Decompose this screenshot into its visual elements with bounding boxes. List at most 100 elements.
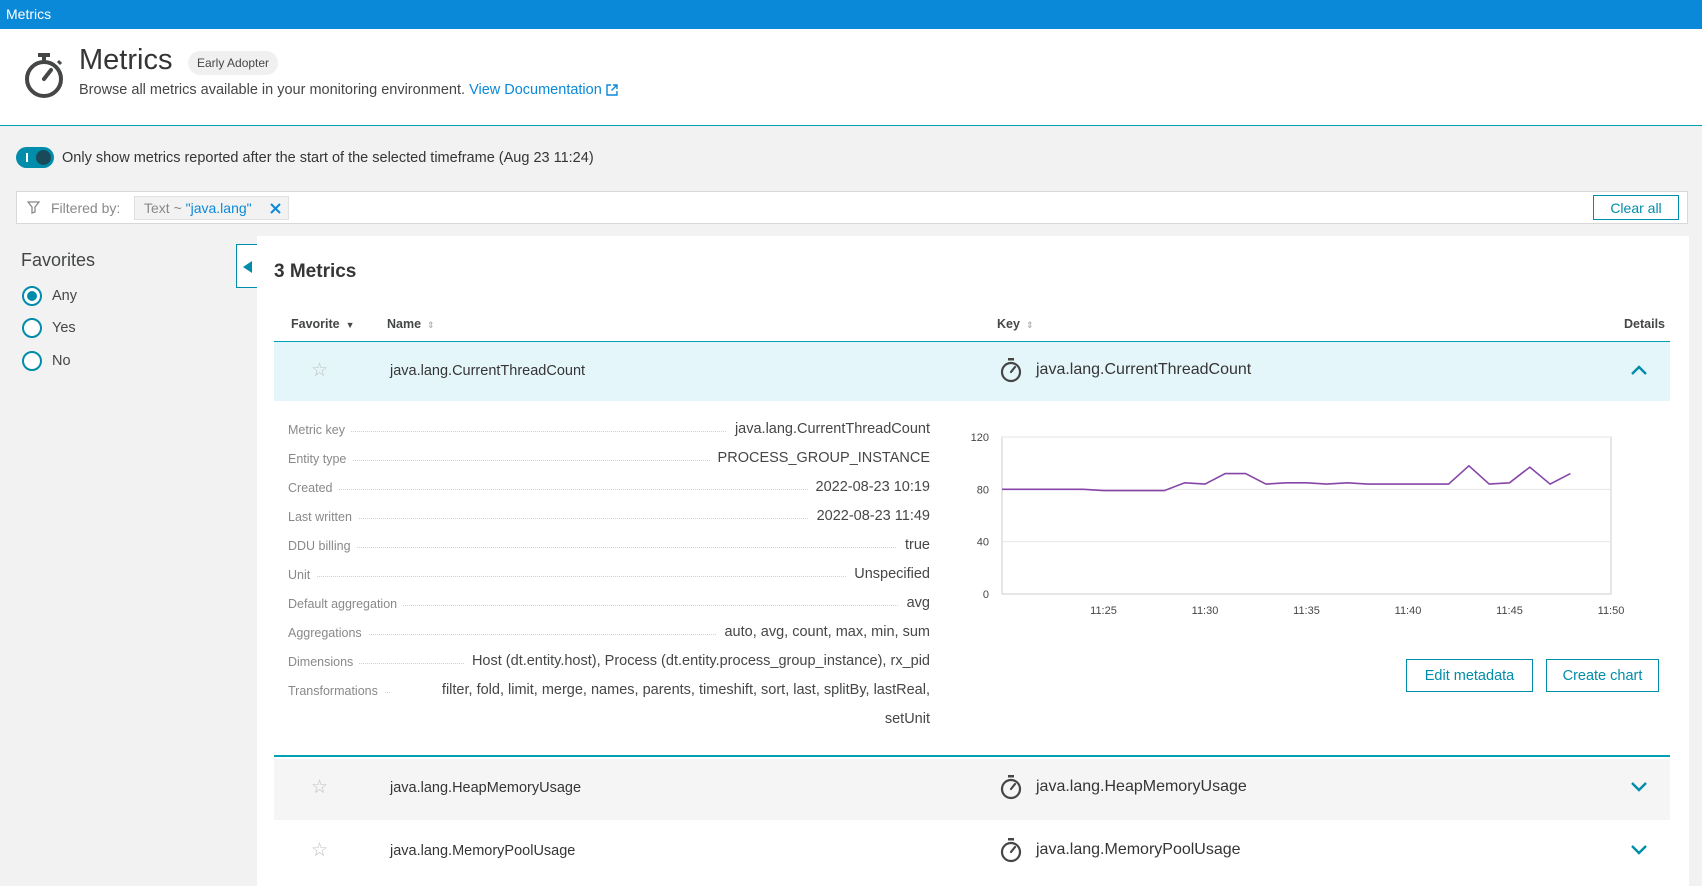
metrics-count-title: 3 Metrics (274, 261, 357, 282)
metric-key: java.lang.MemoryPoolUsage (1036, 841, 1241, 858)
x-tick-label: 11:40 (1395, 605, 1422, 617)
metric-name: java.lang.MemoryPoolUsage (390, 843, 576, 859)
property-value: true (897, 537, 930, 553)
column-label: Name (387, 317, 422, 331)
property-label: Created (288, 481, 339, 495)
y-tick-label: 80 (977, 484, 989, 496)
column-label: Details (1624, 317, 1665, 331)
property-label: Transformations (288, 684, 384, 698)
metric-property-row: Last written 2022-08-23 11:49 (288, 506, 930, 535)
property-label: DDU billing (288, 539, 357, 553)
radio-button[interactable] (22, 286, 42, 306)
dotted-leader (288, 576, 930, 577)
property-value: auto, avg, count, max, min, sum (716, 624, 930, 640)
timeframe-toggle-label: Only show metrics reported after the sta… (62, 150, 594, 166)
sort-desc-icon: ▼ (345, 320, 355, 330)
metric-details-panel: Metric key java.lang.CurrentThreadCount En… (274, 401, 1670, 757)
external-link-icon (606, 84, 618, 96)
property-value: 2022-08-23 11:49 (808, 508, 930, 524)
property-label: Dimensions (288, 655, 360, 669)
dotted-leader (288, 547, 930, 548)
metric-property-row: Created 2022-08-23 10:19 (288, 477, 930, 506)
column-label: Favorite (291, 317, 340, 331)
stopwatch-icon (1000, 838, 1022, 863)
clear-all-button[interactable]: Clear all (1593, 195, 1679, 220)
column-favorite[interactable]: Favorite ▼ (291, 317, 355, 331)
filter-chip-prefix: Text ~ (144, 200, 186, 216)
sort-icon: ⇕ (427, 320, 435, 330)
timeframe-toggle[interactable] (16, 147, 54, 168)
property-value: java.lang.CurrentThreadCount (726, 421, 930, 437)
dotted-leader (288, 460, 930, 461)
page-header: Metrics Early Adopter Browse all metrics… (0, 29, 1702, 126)
favorites-option-no[interactable]: No (22, 349, 71, 373)
property-value: avg (898, 595, 930, 611)
filter-label: Filtered by: (51, 200, 121, 216)
dotted-leader (288, 605, 930, 606)
filter-bar[interactable]: Filtered by: Text ~ "java.lang" Clear al… (16, 191, 1688, 224)
radio-label: Any (52, 288, 77, 304)
metric-property-row: DDU billing true (288, 535, 930, 564)
y-tick-label: 0 (983, 589, 989, 601)
radio-label: Yes (52, 320, 76, 336)
view-documentation-link[interactable]: View Documentation (469, 82, 618, 98)
stopwatch-icon (1000, 358, 1022, 383)
dotted-leader (288, 489, 930, 490)
remove-filter-icon[interactable] (269, 202, 282, 215)
filter-chip: Text ~ "java.lang" (134, 196, 289, 220)
favorite-star-icon[interactable]: ☆ (311, 360, 329, 381)
radio-label: No (52, 353, 71, 369)
window-title-bar: Metrics (0, 0, 1702, 29)
favorites-title: Favorites (21, 250, 96, 270)
toggle-knob (36, 150, 51, 165)
metric-property-row: Dimensions Host (dt.entity.host), Process… (288, 651, 930, 680)
table-row[interactable]: ☆ java.lang.MemoryPoolUsage java.lang.Me… (274, 822, 1670, 884)
column-details: Details (1624, 317, 1665, 331)
radio-button[interactable] (22, 318, 42, 338)
property-label: Last written (288, 510, 358, 524)
x-tick-label: 11:45 (1496, 605, 1523, 617)
table-row[interactable]: ☆ java.lang.CurrentThreadCount java.lang… (274, 342, 1670, 401)
x-tick-label: 11:50 (1598, 605, 1625, 617)
favorite-star-icon[interactable]: ☆ (311, 840, 329, 861)
property-value: 2022-08-23 10:19 (807, 479, 930, 495)
subtitle-text: Browse all metrics available in your mon… (79, 82, 466, 98)
property-value: Unspecified (846, 566, 930, 582)
metric-key: java.lang.CurrentThreadCount (1036, 361, 1252, 378)
favorites-option-any[interactable]: Any (22, 284, 77, 308)
y-tick-label: 120 (971, 432, 989, 444)
collapse-arrow-icon (243, 261, 252, 273)
series-line (1002, 464, 1571, 492)
favorites-sidebar: Favorites Any Yes No (0, 236, 257, 886)
property-label: Metric key (288, 423, 351, 437)
table-row[interactable]: ☆ java.lang.HeapMemoryUsage java.lang.He… (274, 759, 1670, 820)
radio-button[interactable] (22, 351, 42, 371)
stopwatch-icon (1000, 775, 1022, 800)
x-tick-label: 11:30 (1192, 605, 1219, 617)
create-chart-button[interactable]: Create chart (1546, 659, 1659, 692)
property-value: Host (dt.entity.host), Process (dt.entit… (463, 653, 930, 669)
metric-property-row: Metric key java.lang.CurrentThreadCount (288, 419, 930, 448)
favorite-star-icon[interactable]: ☆ (311, 777, 329, 798)
chevron-up-icon[interactable] (1630, 364, 1648, 376)
x-tick-label: 11:35 (1293, 605, 1320, 617)
x-tick-label: 11:25 (1090, 605, 1117, 617)
early-adopter-badge: Early Adopter (188, 51, 279, 75)
favorites-option-yes[interactable]: Yes (22, 316, 76, 340)
filter-icon (27, 201, 40, 214)
dotted-leader (288, 518, 930, 519)
property-label: Default aggregation (288, 597, 404, 611)
column-name[interactable]: Name ⇕ (387, 317, 435, 331)
metric-key: java.lang.HeapMemoryUsage (1036, 778, 1247, 795)
collapse-sidebar-button[interactable] (236, 244, 258, 288)
edit-metadata-button[interactable]: Edit metadata (1406, 659, 1533, 692)
toggle-on-indicator (26, 153, 28, 162)
property-label: Aggregations (288, 626, 368, 640)
chevron-down-icon[interactable] (1630, 781, 1648, 793)
doc-link-label: View Documentation (469, 82, 602, 98)
column-key[interactable]: Key ⇕ (997, 317, 1033, 331)
metric-property-row: Transformations filter, fold, limit, merg… (288, 676, 930, 734)
metric-name: java.lang.CurrentThreadCount (390, 363, 586, 379)
column-label: Key (997, 317, 1020, 331)
chevron-down-icon[interactable] (1630, 844, 1648, 856)
